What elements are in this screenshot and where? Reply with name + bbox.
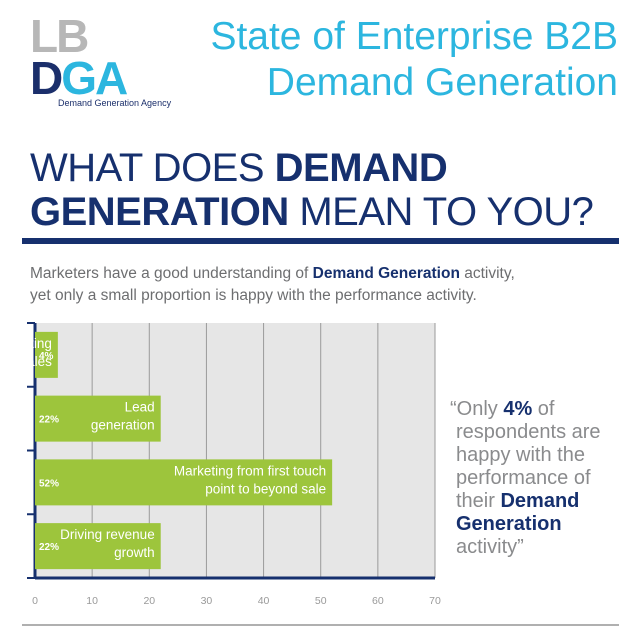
intro-line1: Marketers have a good understanding of D…: [30, 263, 630, 285]
headline-bold1: DEMAND: [274, 146, 448, 190]
intro-bold: Demand Generation: [312, 265, 460, 282]
headline-line1: WHAT DOES DEMAND: [30, 146, 593, 190]
bar-category-label: Supporting: [0, 336, 52, 351]
x-tick-label: 40: [258, 595, 270, 607]
bar-category-label: growth: [114, 545, 155, 560]
quote-line5-pre: their: [456, 490, 501, 512]
logo-letters-lb: LB: [30, 10, 89, 62]
quote-line5: their Demand: [456, 490, 626, 513]
quote-open: “Only: [450, 398, 504, 420]
bar-category-label: point to beyond sale: [205, 481, 326, 496]
quote-line1: “Only 4% of: [450, 398, 626, 421]
report-title-line2: Demand Generation: [266, 61, 618, 104]
intro-text: Marketers have a good understanding of D…: [30, 263, 630, 307]
logo-row-top: LB: [30, 13, 89, 59]
bar-value-label: 4%: [39, 351, 54, 362]
x-tick-label: 0: [32, 595, 38, 607]
bar: [35, 459, 333, 506]
x-tick-label: 10: [86, 595, 98, 607]
report-title-line1: State of Enterprise B2B: [210, 15, 618, 58]
quote-line5-bold: Demand: [500, 490, 580, 512]
lbdga-logo: LB DGA Demand Generation Agency: [30, 13, 190, 110]
bar: [35, 331, 58, 378]
quote-line6-bold: Generation: [456, 513, 562, 535]
intro-part2: activity,: [459, 265, 515, 282]
quote-line7: activity”: [456, 536, 524, 558]
demand-gen-bar-chart: 0 10 20 30 40 50 60 70 4%Supporting sales 22% Lead g…: [0, 322, 441, 607]
quote-after-pct: of: [532, 398, 555, 420]
x-tick-label: 60: [372, 595, 384, 607]
report-title: State of Enterprise B2B Demand Generatio…: [210, 14, 618, 106]
logo-letter-d: D: [30, 52, 63, 104]
headline-line2: GENERATION MEAN TO YOU?: [30, 190, 594, 234]
headline-part2: MEAN TO YOU?: [288, 190, 594, 234]
x-tick-label: 30: [201, 595, 213, 607]
logo-row-bottom: DGA: [30, 55, 128, 101]
x-tick-label: 20: [143, 595, 155, 607]
quote-line4: performance of: [456, 467, 591, 489]
bottom-divider: [22, 624, 619, 626]
bar-category-label: sales: [20, 354, 52, 369]
x-tick-label: 50: [315, 595, 327, 607]
bar-category-label: Lead: [125, 400, 155, 415]
bar-category-label: generation: [91, 418, 155, 433]
bar-category-label: Driving revenue: [60, 527, 155, 542]
logo-subtitle: Demand Generation Agency: [58, 98, 172, 108]
bar-value-label: 22%: [39, 542, 59, 553]
quote-line2: respondents are: [456, 421, 601, 443]
logo-letters-ga: GA: [61, 52, 128, 104]
x-tick-label: 70: [429, 595, 441, 607]
bar: [35, 395, 161, 442]
bar-value-label: 22%: [39, 415, 59, 426]
quote-pct: 4%: [503, 398, 533, 420]
quote-line3: happy with the: [456, 444, 585, 466]
headline-bold2: GENERATION: [30, 190, 289, 234]
bar: [35, 523, 161, 570]
quote-line6: Generation: [456, 513, 626, 536]
intro-part1: Marketers have a good understanding of: [30, 265, 313, 282]
section-headline: WHAT DOES DEMAND GENERATION MEAN TO YOU?: [30, 146, 594, 234]
headline-divider: [22, 238, 619, 244]
bar-value-label: 52%: [39, 478, 59, 489]
pull-quote: “Only 4% of respondents are happy with t…: [450, 398, 626, 559]
headline-part1: WHAT DOES: [30, 146, 275, 190]
intro-line2: yet only a small proportion is happy wit…: [30, 287, 477, 304]
bar-category-label: Marketing from first touch: [174, 463, 326, 478]
